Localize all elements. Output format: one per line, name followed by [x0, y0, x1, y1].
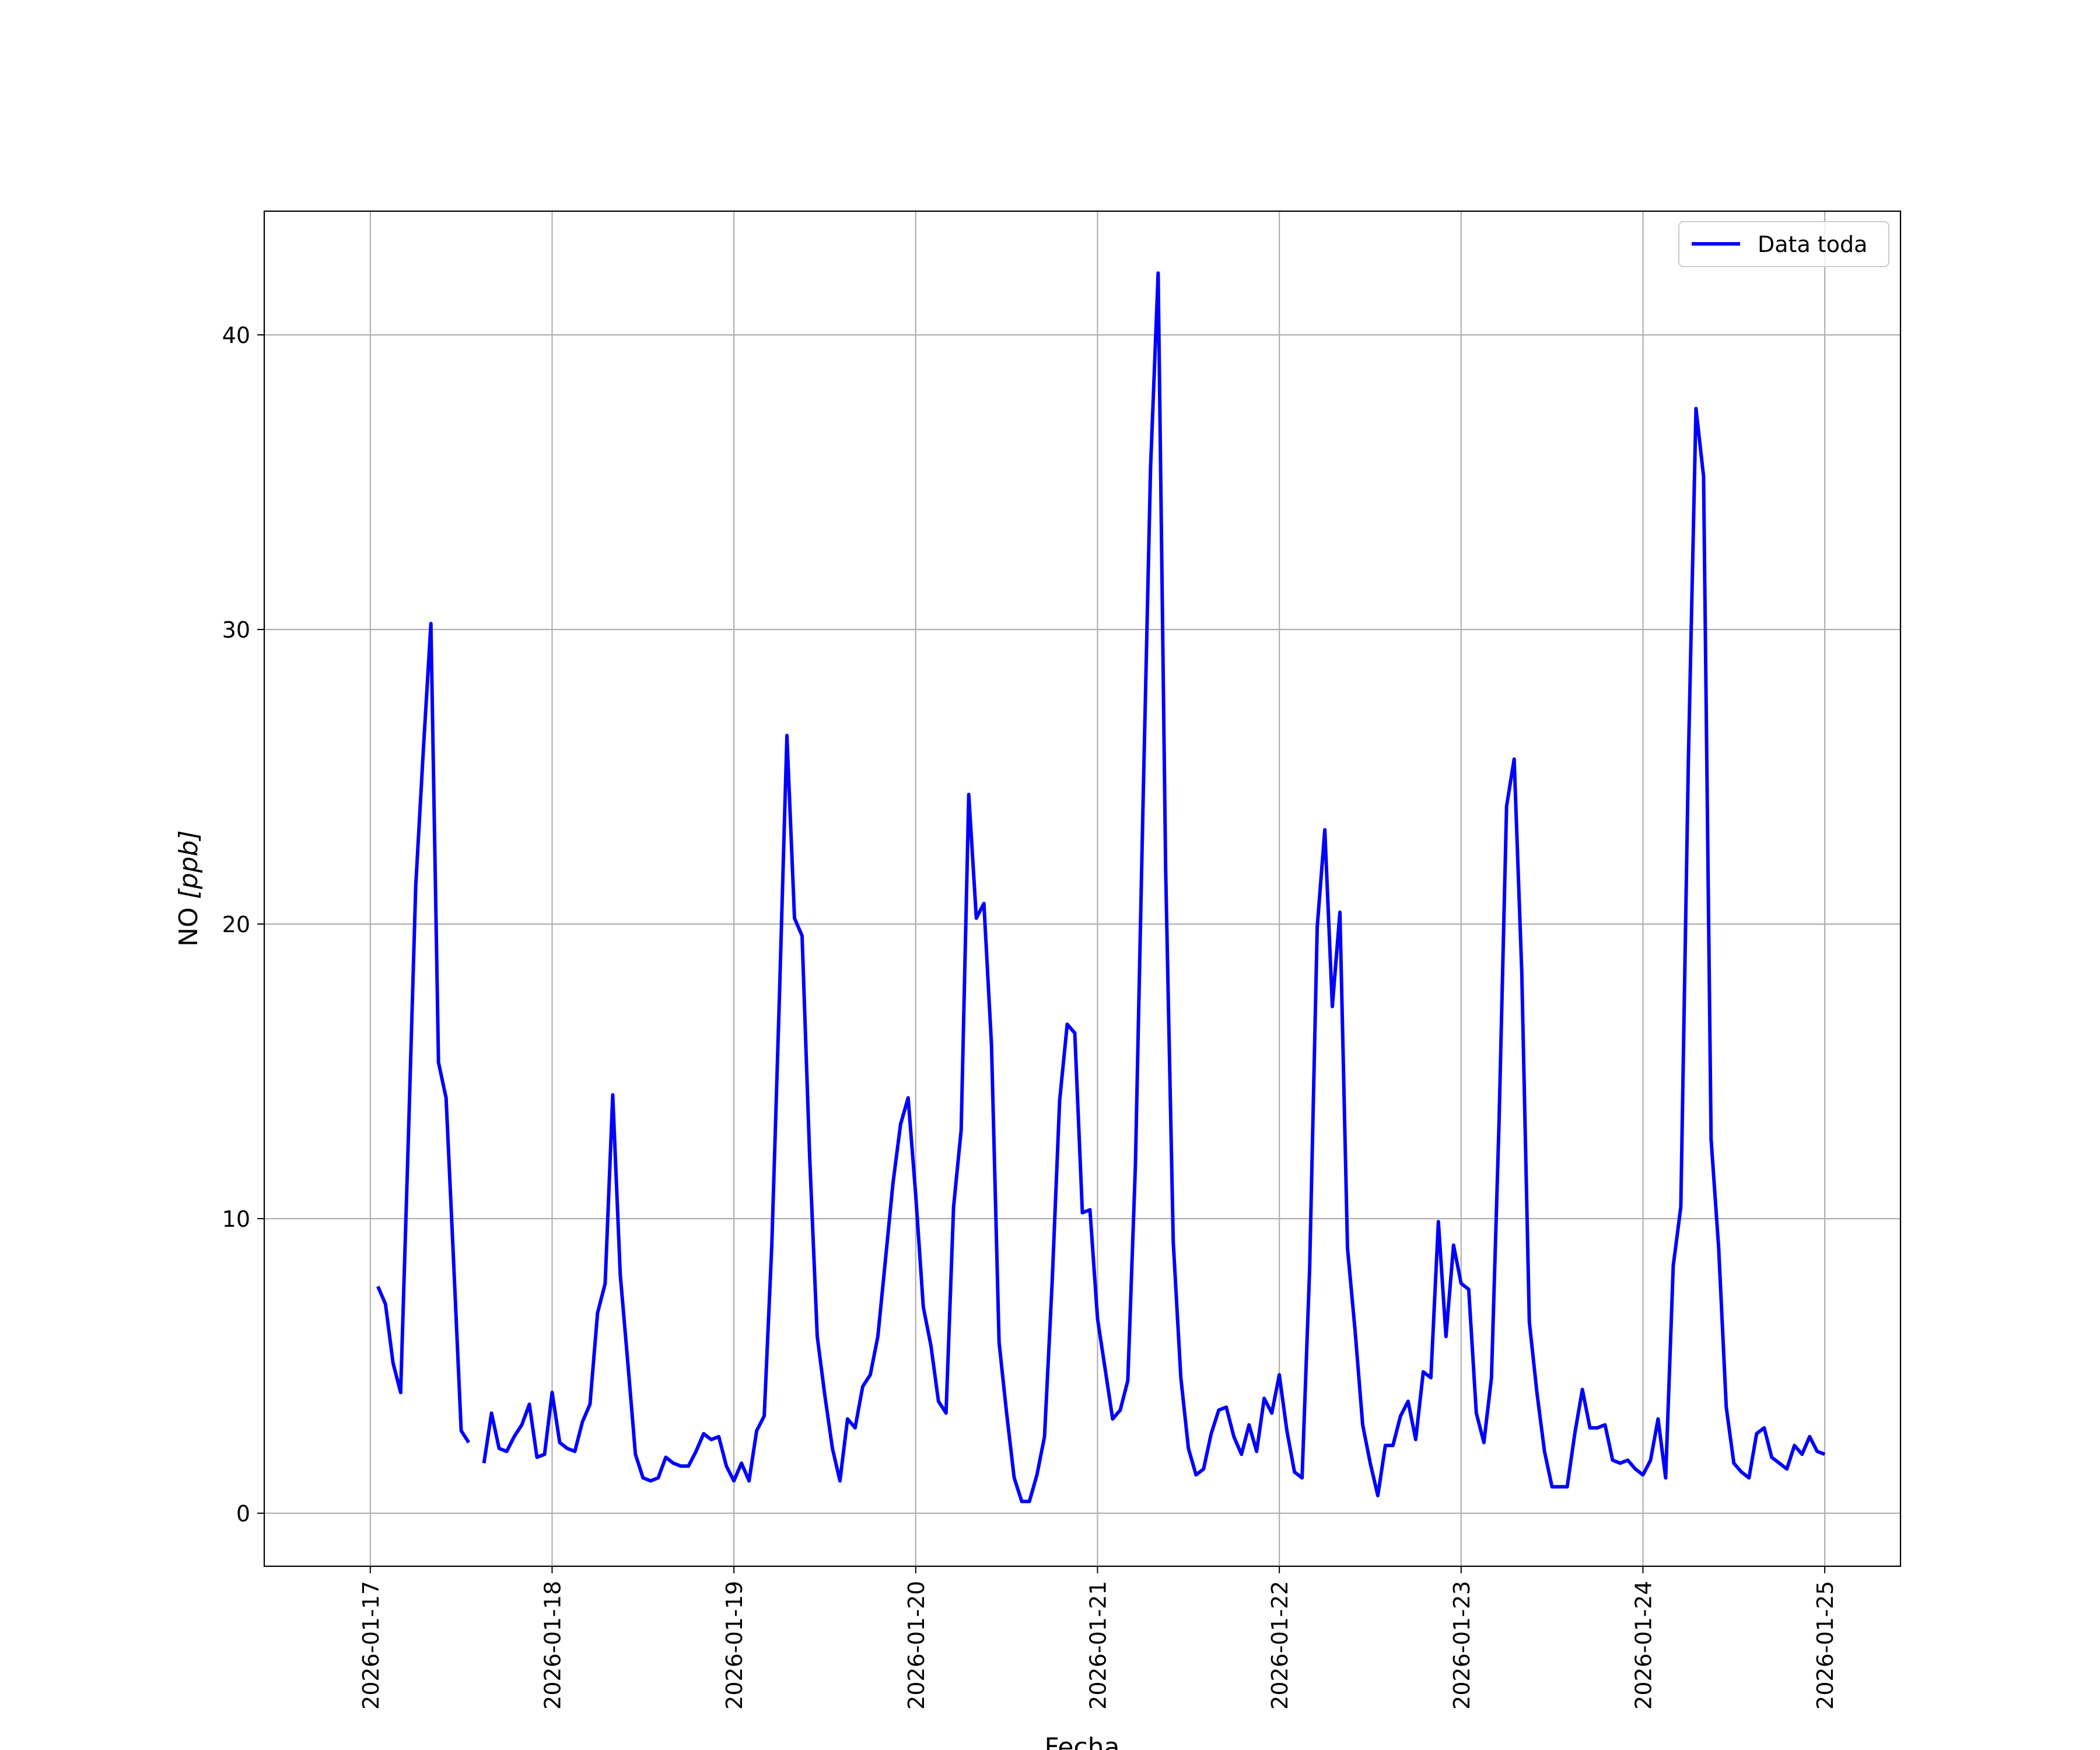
- legend: Data toda: [1678, 221, 1889, 267]
- x-tick-label: 2026-01-25: [1812, 1581, 1838, 1710]
- x-tick-label: 2026-01-18: [540, 1581, 565, 1710]
- y-axis: 0 10 20 30 40: [222, 323, 264, 1527]
- y-tick-label: 20: [222, 912, 250, 937]
- y-axis-label-unit: [ppb]: [174, 830, 204, 899]
- x-tick-label: 2026-01-24: [1630, 1581, 1656, 1710]
- series-line-data-toda: [376, 622, 471, 1444]
- y-axis-label-main: NO: [174, 899, 204, 947]
- series-line-data-toda: [482, 271, 1826, 1503]
- y-tick-label: 0: [236, 1501, 250, 1527]
- x-tick-label: 2026-01-20: [904, 1581, 929, 1710]
- legend-box: [1678, 221, 1889, 267]
- x-tick-label: 2026-01-23: [1449, 1581, 1475, 1710]
- legend-label-data-toda: Data toda: [1758, 232, 1867, 257]
- x-tick-label: 2026-01-17: [358, 1581, 384, 1710]
- y-axis-label: NO [ppb]: [174, 830, 204, 947]
- y-tick-label: 40: [222, 323, 250, 348]
- x-tick-label: 2026-01-22: [1267, 1581, 1293, 1710]
- y-tick-label: 10: [222, 1206, 250, 1232]
- x-tick-label: 2026-01-19: [722, 1581, 747, 1710]
- gridlines: [264, 211, 1901, 1566]
- plot-area: [264, 211, 1901, 1566]
- series-layer: [376, 271, 1826, 1503]
- x-axis-label: Fecha: [1044, 1732, 1119, 1750]
- plot-frame: [263, 210, 1902, 1567]
- x-tick-label: 2026-01-21: [1085, 1581, 1111, 1710]
- y-tick-label: 30: [222, 617, 250, 643]
- x-axis: 2026-01-17 2026-01-18 2026-01-19 2026-01-20…: [358, 1566, 1838, 1710]
